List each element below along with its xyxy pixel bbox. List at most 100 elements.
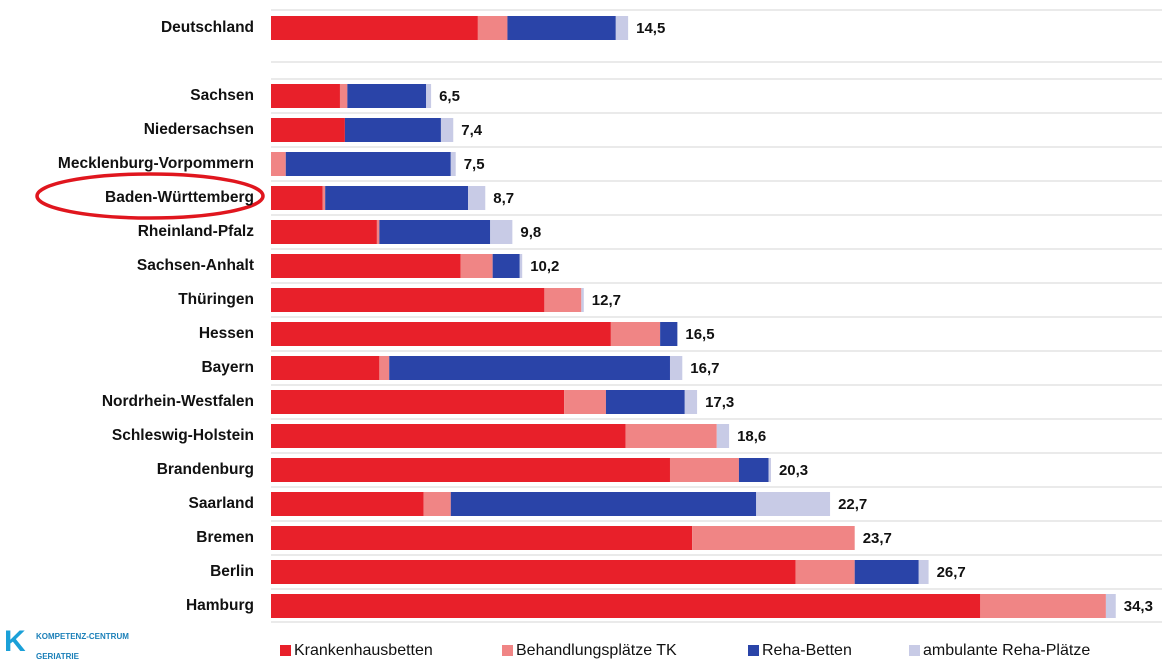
bar-segment	[692, 526, 855, 550]
legend-swatch	[502, 645, 513, 656]
bar-segment	[339, 84, 348, 108]
category-label: Bayern	[201, 359, 254, 376]
bar-segment	[322, 186, 326, 210]
bar-segment	[1105, 594, 1116, 618]
total-label: 16,7	[690, 360, 719, 377]
bar-segment	[716, 424, 730, 448]
bar-segment	[450, 152, 456, 176]
bar-segment	[490, 220, 513, 244]
bar-segment	[271, 16, 478, 40]
bar-segment	[344, 118, 441, 142]
bar-segment	[423, 492, 451, 516]
bar-segment	[271, 322, 611, 346]
bar-segment	[738, 458, 769, 482]
total-label: 18,6	[737, 428, 766, 445]
bar-segment	[271, 492, 424, 516]
bar-segment	[918, 560, 929, 584]
bar-segment	[271, 84, 340, 108]
bar-segment	[271, 594, 981, 618]
bar-segment	[460, 254, 493, 278]
bar-segment	[285, 152, 451, 176]
category-label: Thüringen	[178, 291, 254, 308]
bar-segment	[669, 458, 739, 482]
highlight-ellipse	[35, 172, 265, 220]
bar-segment	[376, 220, 380, 244]
category-label: Deutschland	[161, 19, 254, 36]
total-label: 16,5	[685, 326, 714, 343]
total-label: 20,3	[779, 462, 808, 479]
legend-label: Reha-Betten	[762, 642, 852, 659]
logo-text: GERIATRIE	[36, 652, 80, 661]
total-label: 26,7	[937, 564, 966, 581]
category-label: Niedersachsen	[144, 121, 254, 138]
legend-swatch	[909, 645, 920, 656]
category-label: Berlin	[210, 563, 254, 580]
bar-segment	[468, 186, 486, 210]
bar-segment	[440, 118, 454, 142]
bar-segment	[271, 526, 693, 550]
total-label: 14,5	[636, 20, 665, 37]
bar-segment	[271, 390, 565, 414]
total-label: 6,5	[439, 88, 460, 105]
bar-segment	[379, 220, 491, 244]
total-label: 12,7	[592, 292, 621, 309]
bar-segment	[271, 152, 286, 176]
bar-segment	[544, 288, 582, 312]
bar-segment	[379, 356, 390, 380]
bar-segment	[347, 84, 427, 108]
category-label: Mecklenburg-Vorpommern	[58, 155, 254, 172]
bar-segment	[507, 16, 616, 40]
bar-segment	[564, 390, 606, 414]
category-label: Schleswig-Holstein	[112, 427, 254, 444]
total-label: 34,3	[1124, 598, 1153, 615]
bar-segment	[795, 560, 855, 584]
total-label: 17,3	[705, 394, 734, 411]
bar-segment	[271, 288, 545, 312]
category-label: Sachsen	[190, 87, 254, 104]
category-label: Nordrhein-Westfalen	[102, 393, 254, 410]
bar-segment	[271, 424, 626, 448]
bar-segment	[625, 424, 717, 448]
total-label: 10,2	[530, 258, 559, 275]
bar-segment	[271, 560, 796, 584]
bar-segment	[271, 220, 377, 244]
bar-segment	[492, 254, 520, 278]
bar-segment	[477, 16, 508, 40]
total-label: 7,5	[464, 156, 485, 173]
bar-segment	[271, 458, 670, 482]
bar-segment	[581, 288, 584, 312]
bar-segment	[325, 186, 469, 210]
bar-segment	[389, 356, 670, 380]
category-label: Rheinland-Pfalz	[138, 223, 255, 240]
logo-letter: K	[4, 625, 26, 658]
bar-segment	[854, 560, 919, 584]
bar-segment	[756, 492, 831, 516]
bar-segment	[271, 118, 345, 142]
bar-segment	[669, 356, 683, 380]
total-label: 8,7	[493, 190, 514, 207]
bar-segment	[271, 254, 461, 278]
category-label: Brandenburg	[157, 461, 254, 478]
legend-swatch	[280, 645, 291, 656]
total-label: 23,7	[863, 530, 892, 547]
bar-segment	[271, 356, 380, 380]
bar-segment	[426, 84, 432, 108]
category-label: Sachsen-Anhalt	[137, 257, 254, 274]
bar-segment	[450, 492, 757, 516]
category-label: Bremen	[196, 529, 254, 546]
bar-segment	[980, 594, 1106, 618]
bar-segment	[768, 458, 771, 482]
total-label: 7,4	[461, 122, 483, 139]
category-label: Saarland	[189, 495, 254, 512]
bar-segment	[605, 390, 685, 414]
bar-segment	[519, 254, 523, 278]
category-label: Hessen	[199, 325, 254, 342]
bar-segment	[610, 322, 661, 346]
category-label: Baden-Württemberg	[105, 189, 254, 206]
total-label: 22,7	[838, 496, 867, 513]
total-label: 9,8	[520, 224, 541, 241]
legend-label: Behandlungsplätze TK	[516, 642, 677, 659]
bar-segment	[271, 186, 323, 210]
